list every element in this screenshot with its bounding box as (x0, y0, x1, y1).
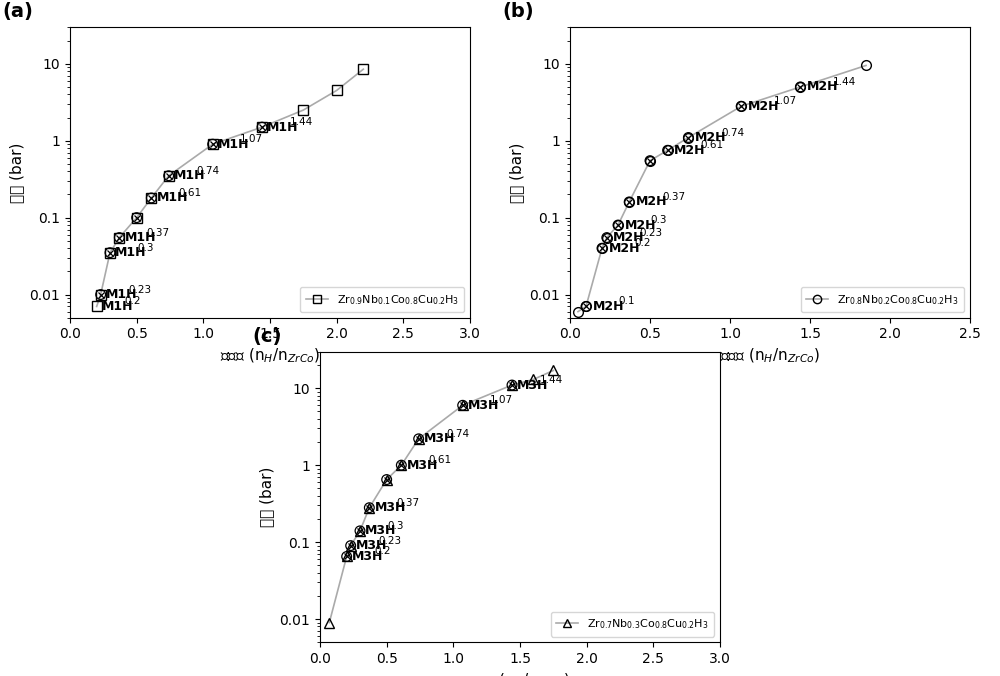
Text: 0.2: 0.2 (635, 238, 651, 248)
Text: M3H: M3H (517, 379, 549, 391)
Text: M1H: M1H (267, 120, 299, 134)
Text: M3H: M3H (468, 399, 499, 412)
Text: 0.37: 0.37 (147, 228, 170, 237)
Text: 0.23: 0.23 (378, 535, 401, 546)
Point (594, 243, 610, 254)
Text: 0.74: 0.74 (446, 429, 469, 439)
Text: M2H: M2H (674, 144, 706, 157)
Point (93, 289, 109, 300)
Y-axis label: 压力 (bar): 压力 (bar) (9, 142, 24, 203)
Point (254, 122, 270, 132)
Text: M1H: M1H (174, 169, 206, 183)
Text: M3H: M3H (375, 501, 406, 514)
Text: 0.74: 0.74 (721, 128, 744, 137)
Text: M3H: M3H (424, 433, 455, 445)
Point (343, 540, 359, 551)
Text: 0.61: 0.61 (700, 141, 724, 150)
Point (102, 247, 118, 258)
Text: (c): (c) (252, 327, 281, 345)
Text: M2H: M2H (592, 300, 624, 313)
Point (143, 193, 159, 203)
Text: 1.07: 1.07 (490, 395, 513, 406)
Point (111, 232, 127, 243)
Text: 1.07: 1.07 (774, 96, 797, 106)
Text: 0.1: 0.1 (619, 297, 635, 306)
Text: M2H: M2H (613, 231, 645, 244)
Text: M2H: M2H (608, 242, 640, 255)
Text: 0.2: 0.2 (374, 546, 390, 556)
Point (599, 232, 615, 243)
Text: 0.61: 0.61 (179, 188, 202, 198)
Point (642, 155, 658, 166)
Point (361, 502, 377, 513)
Text: (a): (a) (2, 2, 33, 21)
Text: M3H: M3H (352, 550, 383, 563)
Point (610, 220, 626, 231)
Text: 0.37: 0.37 (397, 498, 420, 508)
Text: M3H: M3H (356, 539, 387, 552)
X-axis label: 氢含量 (n$_H$/n$_{ZrCo}$): 氢含量 (n$_H$/n$_{ZrCo}$) (470, 671, 570, 676)
Point (129, 212, 145, 223)
Point (352, 525, 368, 536)
Point (680, 132, 696, 143)
Legend: Zr$_{0.8}$Nb$_{0.2}$Co$_{0.8}$Cu$_{0.2}$H$_3$: Zr$_{0.8}$Nb$_{0.2}$Co$_{0.8}$Cu$_{0.2}$… (801, 287, 964, 312)
Point (161, 170, 177, 181)
X-axis label: 氢含量 (n$_H$/n$_{ZrCo}$): 氢含量 (n$_H$/n$_{ZrCo}$) (220, 347, 320, 366)
Point (792, 82, 808, 93)
X-axis label: 氢含量 (n$_H$/n$_{ZrCo}$): 氢含量 (n$_H$/n$_{ZrCo}$) (720, 347, 820, 366)
Text: M1H: M1H (115, 246, 147, 259)
Point (733, 101, 749, 112)
Y-axis label: 压力 (bar): 压力 (bar) (509, 142, 524, 203)
Point (205, 139, 221, 149)
Point (660, 145, 676, 155)
Legend: Zr$_{0.7}$Nb$_{0.3}$Co$_{0.8}$Cu$_{0.2}$H$_3$: Zr$_{0.7}$Nb$_{0.3}$Co$_{0.8}$Cu$_{0.2}$… (551, 612, 714, 637)
Text: 1.07: 1.07 (240, 135, 263, 144)
Legend: Zr$_{0.9}$Nb$_{0.1}$Co$_{0.8}$Cu$_{0.2}$H$_3$: Zr$_{0.9}$Nb$_{0.1}$Co$_{0.8}$Cu$_{0.2}$… (300, 287, 464, 312)
Text: M1H: M1H (102, 300, 134, 313)
Point (393, 460, 409, 470)
Text: 0.3: 0.3 (651, 215, 667, 225)
Text: M2H: M2H (636, 195, 667, 208)
Point (621, 197, 637, 208)
Text: 0.3: 0.3 (137, 243, 154, 253)
Text: 0.2: 0.2 (124, 297, 140, 306)
Text: 1.44: 1.44 (833, 77, 856, 87)
Text: 0.23: 0.23 (640, 228, 663, 237)
Text: 0.61: 0.61 (429, 455, 452, 465)
Text: M2H: M2H (807, 80, 838, 93)
Point (455, 400, 471, 411)
Text: 0.37: 0.37 (662, 192, 685, 202)
Y-axis label: 压力 (bar): 压力 (bar) (259, 466, 274, 527)
Text: M1H: M1H (218, 138, 250, 151)
Text: (b): (b) (502, 2, 534, 21)
Point (339, 551, 355, 562)
Text: 0.23: 0.23 (128, 285, 151, 295)
Text: 1.44: 1.44 (539, 375, 563, 385)
Text: 0.3: 0.3 (387, 521, 404, 531)
Text: M1H: M1H (157, 191, 188, 204)
Point (504, 380, 520, 391)
Text: M2H: M2H (748, 100, 779, 113)
Point (411, 433, 427, 444)
Text: M3H: M3H (365, 525, 397, 537)
Text: M2H: M2H (695, 131, 726, 144)
Text: 1.44: 1.44 (289, 117, 313, 127)
Text: M1H: M1H (106, 288, 138, 301)
Text: 0.74: 0.74 (196, 166, 219, 176)
Text: M3H: M3H (407, 458, 438, 472)
Text: M1H: M1H (125, 231, 156, 244)
Text: M2H: M2H (624, 218, 656, 232)
Point (379, 474, 395, 485)
Point (578, 301, 594, 312)
